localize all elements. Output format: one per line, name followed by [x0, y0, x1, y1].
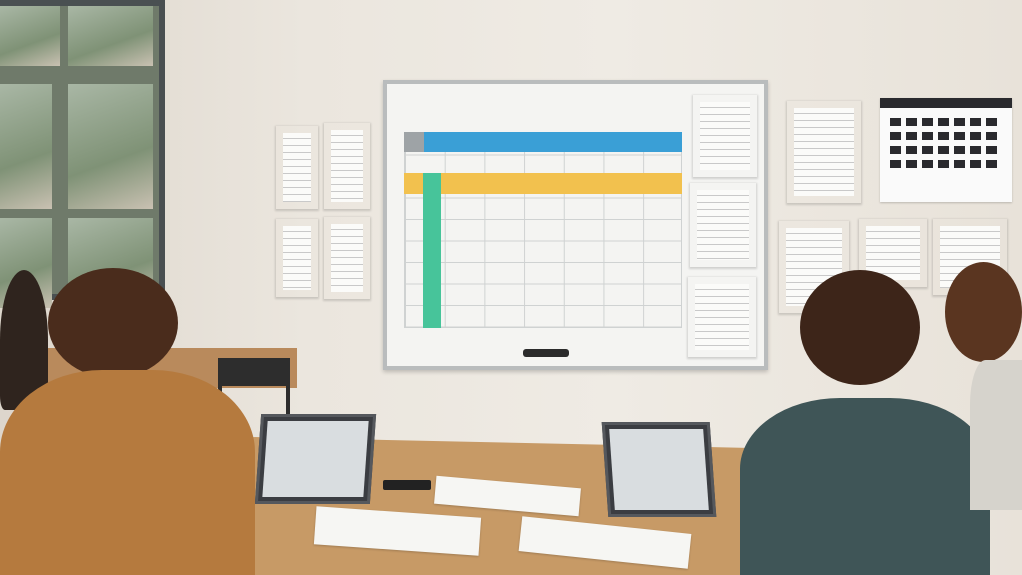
table-header-row — [404, 132, 682, 152]
calendar-day — [938, 132, 949, 140]
wall-paper — [932, 218, 1008, 296]
calendar-day — [954, 132, 965, 140]
calendar-day — [970, 132, 981, 140]
table-corner-cell — [404, 132, 424, 152]
pinned-paper — [689, 182, 757, 268]
calendar-day — [922, 132, 933, 140]
window — [0, 0, 165, 308]
calendar-day — [922, 118, 933, 126]
wall-paper — [275, 125, 319, 210]
wall-paper — [786, 100, 862, 204]
calendar-day — [986, 160, 997, 168]
wall-calendar — [880, 98, 1012, 202]
student-head — [800, 270, 920, 385]
calendar-day — [906, 132, 917, 140]
student-head — [48, 268, 178, 378]
student — [740, 398, 990, 575]
table-highlight-row — [404, 173, 682, 194]
calendar-day — [890, 132, 901, 140]
pinned-paper — [692, 94, 758, 178]
calendar-day — [938, 118, 949, 126]
phone — [383, 480, 431, 490]
calendar-day — [986, 118, 997, 126]
table-highlight-column — [423, 173, 441, 328]
calendar-day — [986, 132, 997, 140]
student — [970, 360, 1022, 510]
calendar-day — [906, 146, 917, 154]
calendar-day — [906, 118, 917, 126]
calendar-day — [938, 146, 949, 154]
calendar-day — [922, 160, 933, 168]
calendar-day — [954, 118, 965, 126]
pinned-paper — [687, 276, 757, 358]
wall-paper — [323, 122, 371, 210]
laptop — [601, 422, 717, 517]
laptop — [254, 414, 377, 504]
student — [0, 370, 255, 575]
whiteboard-table — [404, 132, 682, 328]
wall-paper — [323, 216, 371, 300]
calendar-day — [986, 146, 997, 154]
whiteboard — [383, 80, 768, 370]
calendar-day — [922, 146, 933, 154]
student-head — [945, 262, 1022, 362]
calendar-day — [954, 160, 965, 168]
calendar-day — [954, 146, 965, 154]
calendar-day — [890, 118, 901, 126]
calendar-day — [938, 160, 949, 168]
wall-paper — [275, 218, 319, 298]
calendar-day — [890, 160, 901, 168]
calendar-day — [890, 146, 901, 154]
calendar-day — [906, 160, 917, 168]
calendar-day — [970, 146, 981, 154]
calendar-day — [970, 118, 981, 126]
marker — [523, 349, 569, 357]
calendar-day — [970, 160, 981, 168]
